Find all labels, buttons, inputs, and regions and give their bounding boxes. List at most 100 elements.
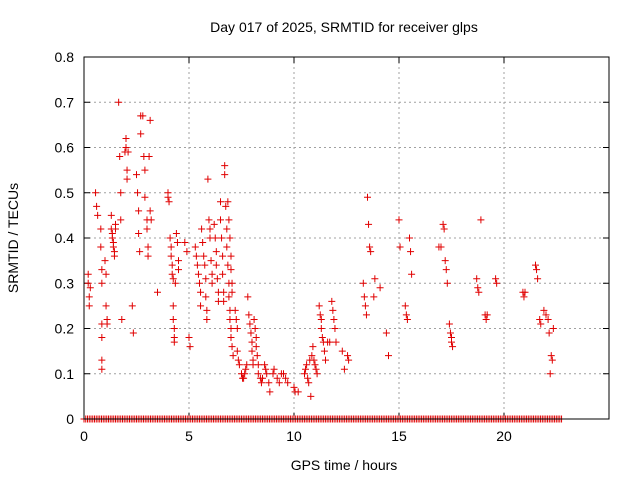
data-point (442, 266, 450, 274)
data-point (235, 361, 243, 369)
y-tick-label: 0.7 (55, 94, 75, 110)
data-point (170, 325, 178, 332)
data-point (233, 347, 241, 355)
data-point (210, 220, 218, 228)
data-point (208, 279, 216, 287)
y-tick-label: 0.6 (55, 140, 75, 156)
data-point (263, 370, 271, 378)
data-point (93, 202, 101, 210)
data-point (228, 288, 236, 296)
data-point (129, 329, 137, 337)
data-point (308, 352, 316, 360)
data-point (396, 243, 404, 251)
data-point (303, 361, 311, 369)
data-point (244, 293, 252, 301)
data-point (269, 370, 277, 378)
data-point (449, 343, 457, 351)
x-tick-label: 15 (391, 428, 407, 444)
x-tick-label: 5 (185, 428, 193, 444)
data-point (540, 306, 548, 314)
data-point (315, 302, 323, 310)
data-point (201, 261, 209, 269)
data-point (253, 352, 261, 360)
data-point (207, 257, 215, 265)
data-point (262, 365, 270, 373)
data-point (549, 325, 557, 332)
x-tick-label: 0 (80, 428, 88, 444)
data-point (401, 302, 409, 310)
data-point (302, 365, 310, 373)
data-point (474, 284, 482, 292)
data-point (441, 257, 449, 265)
data-point (211, 234, 219, 242)
data-point (217, 216, 224, 224)
data-point (544, 315, 552, 323)
data-point (183, 248, 191, 256)
data-point (217, 198, 224, 206)
data-point (241, 370, 249, 378)
data-point (168, 261, 176, 269)
data-point (212, 248, 220, 256)
data-point (440, 225, 448, 233)
data-point (122, 134, 130, 142)
data-point (246, 320, 254, 328)
data-point (139, 112, 147, 120)
data-point (317, 315, 325, 323)
data-points (84, 98, 557, 400)
data-point (133, 171, 140, 179)
data-point (446, 329, 454, 337)
data-point (229, 352, 237, 360)
data-point (370, 293, 378, 301)
x-tick-label: 10 (286, 428, 302, 444)
data-point (141, 166, 149, 174)
data-point (273, 374, 281, 382)
data-point (250, 315, 258, 323)
data-point (146, 207, 154, 215)
data-point (172, 229, 180, 237)
data-point (191, 243, 199, 251)
data-point (364, 193, 371, 201)
y-tick-label: 0.1 (55, 366, 75, 382)
data-point (305, 379, 313, 387)
y-tick-label: 0.5 (55, 185, 75, 201)
data-point (85, 293, 93, 301)
data-point (226, 315, 234, 323)
data-point (194, 270, 202, 278)
data-point (166, 234, 174, 242)
data-point (181, 239, 189, 247)
data-point (248, 338, 256, 346)
data-point (123, 175, 131, 183)
data-point (134, 189, 142, 197)
data-point (167, 252, 175, 260)
data-point (437, 243, 445, 251)
y-tick-label: 0.2 (55, 321, 75, 337)
data-point (332, 338, 340, 346)
data-point (492, 275, 500, 283)
data-point (294, 388, 302, 396)
data-point (340, 365, 348, 373)
data-point (547, 352, 555, 360)
data-point (545, 329, 553, 337)
data-point (320, 347, 328, 355)
data-point (175, 266, 182, 274)
data-point (331, 325, 339, 332)
data-point (330, 315, 338, 323)
x-axis-title: GPS time / hours (291, 457, 398, 473)
data-point (520, 293, 528, 301)
data-point (203, 306, 211, 314)
data-point (257, 379, 265, 387)
data-point (245, 311, 253, 319)
data-point (173, 239, 181, 247)
data-point (242, 365, 250, 373)
data-point (98, 279, 106, 287)
data-point (84, 270, 92, 278)
data-point (124, 148, 132, 156)
y-tick-label: 0.3 (55, 275, 75, 291)
data-point (284, 379, 292, 387)
data-point (203, 315, 211, 323)
data-point (144, 252, 152, 260)
data-point (228, 279, 236, 287)
data-point (102, 302, 110, 310)
data-point (219, 252, 227, 260)
data-point (301, 370, 308, 378)
